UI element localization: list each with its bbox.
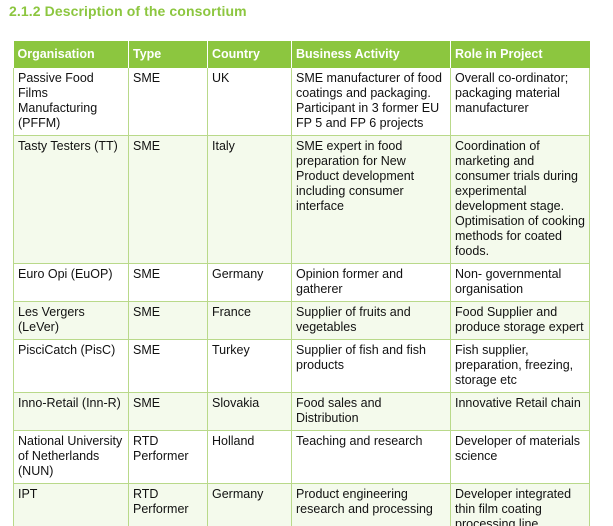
table-row: National University of Netherlands (NUN)…	[13, 430, 590, 484]
header-country: Country	[207, 41, 292, 68]
cell-organisation: IPT	[13, 483, 129, 526]
cell-type: RTD Performer	[128, 483, 208, 526]
cell-role: Food Supplier and produce storage expert	[450, 301, 590, 340]
cell-organisation: Tasty Testers (TT)	[13, 135, 129, 264]
cell-role: Developer of materials science	[450, 430, 590, 484]
cell-country: Germany	[207, 483, 292, 526]
cell-business-activity: SME manufacturer of food coatings and pa…	[291, 68, 451, 136]
table-row: PisciCatch (PisC) SME Turkey Supplier of…	[13, 339, 590, 393]
table-row: IPT RTD Performer Germany Product engine…	[13, 483, 590, 526]
cell-organisation: Euro Opi (EuOP)	[13, 263, 129, 302]
cell-country: Holland	[207, 430, 292, 484]
cell-role: Non- governmental organisation	[450, 263, 590, 302]
cell-business-activity: Opinion former and gatherer	[291, 263, 451, 302]
cell-business-activity: Product engineering research and process…	[291, 483, 451, 526]
cell-business-activity: SME expert in food preparation for New P…	[291, 135, 451, 264]
table-row: Euro Opi (EuOP) SME Germany Opinion form…	[13, 263, 590, 302]
cell-country: Germany	[207, 263, 292, 302]
table-row: Inno-Retail (Inn-R) SME Slovakia Food sa…	[13, 392, 590, 431]
section-title: 2.1.2 Description of the consortium	[9, 3, 247, 19]
cell-country: France	[207, 301, 292, 340]
table-row: Les Vergers (LeVer) SME France Supplier …	[13, 301, 590, 340]
cell-country: Slovakia	[207, 392, 292, 431]
cell-type: SME	[128, 135, 208, 264]
cell-type: SME	[128, 392, 208, 431]
cell-type: SME	[128, 301, 208, 340]
cell-country: Turkey	[207, 339, 292, 393]
cell-role: Innovative Retail chain	[450, 392, 590, 431]
consortium-table-wrapper: Organisation Type Country Business Activ…	[13, 41, 590, 526]
table-row: Passive Food Films Manufacturing (PFFM) …	[13, 68, 590, 136]
cell-organisation: PisciCatch (PisC)	[13, 339, 129, 393]
cell-role: Overall co-ordinator; packaging material…	[450, 68, 590, 136]
cell-business-activity: Supplier of fish and fish products	[291, 339, 451, 393]
table-header-row: Organisation Type Country Business Activ…	[13, 41, 590, 68]
cell-organisation: National University of Netherlands (NUN)	[13, 430, 129, 484]
cell-organisation: Les Vergers (LeVer)	[13, 301, 129, 340]
cell-business-activity: Supplier of fruits and vegetables	[291, 301, 451, 340]
header-organisation: Organisation	[13, 41, 129, 68]
cell-role: Developer integrated thin film coating p…	[450, 483, 590, 526]
cell-organisation: Passive Food Films Manufacturing (PFFM)	[13, 68, 129, 136]
cell-country: UK	[207, 68, 292, 136]
cell-country: Italy	[207, 135, 292, 264]
cell-type: SME	[128, 68, 208, 136]
cell-role: Coordination of marketing and consumer t…	[450, 135, 590, 264]
cell-type: SME	[128, 339, 208, 393]
header-type: Type	[128, 41, 208, 68]
cell-business-activity: Food sales and Distribution	[291, 392, 451, 431]
cell-business-activity: Teaching and research	[291, 430, 451, 484]
header-role-in-project: Role in Project	[450, 41, 590, 68]
cell-role: Fish supplier, preparation, freezing, st…	[450, 339, 590, 393]
cell-organisation: Inno-Retail (Inn-R)	[13, 392, 129, 431]
table-row: Tasty Testers (TT) SME Italy SME expert …	[13, 135, 590, 264]
consortium-table: Organisation Type Country Business Activ…	[13, 41, 590, 526]
cell-type: SME	[128, 263, 208, 302]
cell-type: RTD Performer	[128, 430, 208, 484]
header-business-activity: Business Activity	[291, 41, 451, 68]
